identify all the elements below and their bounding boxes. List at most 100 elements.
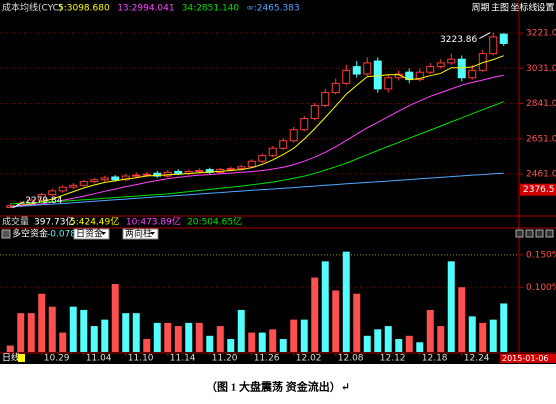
legend-entry: 34:2851.140 [182, 4, 240, 14]
candle-body [237, 166, 246, 170]
candle-body [447, 58, 456, 64]
y-tick-label: 3221.0 [526, 29, 556, 39]
help-icon[interactable] [1, 229, 11, 239]
dropdown[interactable] [73, 228, 110, 240]
y-tick-label: 2841.0 [526, 99, 556, 109]
bar [6, 345, 14, 352]
cursor-value-box [520, 183, 556, 196]
candle-body [352, 66, 361, 75]
panel-icon[interactable] [515, 229, 524, 238]
candle-body [331, 82, 340, 94]
moving-average-line [10, 172, 504, 208]
candle-body [121, 175, 130, 181]
candle-body [142, 173, 151, 176]
indicator-title: 多空资金 [12, 228, 48, 240]
bar [69, 306, 77, 352]
bar [132, 313, 140, 352]
bar [143, 339, 151, 352]
toolbar-button[interactable]: 主图 [491, 2, 509, 14]
x-tick-label: 11.26 [254, 354, 280, 364]
candle-body [247, 160, 256, 168]
panel-icon[interactable] [525, 229, 534, 238]
cursor-date-box [500, 354, 556, 363]
bar [321, 261, 329, 352]
dropdown-arrow[interactable] [101, 232, 106, 235]
candle-body [436, 62, 445, 68]
bar [311, 277, 319, 352]
cursor-value: 2376.5 [523, 185, 555, 195]
candle-body [111, 176, 120, 181]
bar [17, 313, 25, 352]
volume-value: 397.73亿 [34, 216, 75, 228]
toolbar-button[interactable]: 设置 [537, 3, 555, 14]
panel-icon[interactable] [545, 229, 554, 238]
annotation-line [479, 32, 491, 39]
volume-average: 20:504.65亿 [187, 216, 242, 228]
panel-icon[interactable] [535, 229, 544, 238]
bar [458, 287, 466, 352]
bar [153, 322, 161, 352]
dropdown-label[interactable]: 两向柱 [125, 228, 152, 240]
candle-body [300, 118, 309, 131]
bar [426, 309, 434, 352]
candle-body [268, 147, 277, 157]
bar [164, 322, 172, 352]
bar [300, 319, 308, 352]
x-tick-label: 12.18 [422, 354, 448, 364]
toolbar-button[interactable]: 坐标线 [510, 2, 537, 14]
chart-title: 成本均线(CYC) [2, 2, 62, 14]
low-annotation: 2279.84 [25, 196, 62, 206]
bar [437, 326, 445, 352]
bar [80, 309, 88, 352]
candle-body [174, 170, 183, 174]
moving-average-line [10, 74, 504, 208]
dropdown[interactable] [122, 228, 159, 240]
bar [479, 322, 487, 352]
period-box [0, 354, 24, 363]
bar [332, 290, 340, 352]
legend-entry: 13:2994.041 [117, 4, 174, 14]
dropdown-label[interactable]: 日资金 [76, 228, 103, 240]
candle-body [100, 177, 109, 181]
candle-body [489, 36, 498, 55]
volume-label: 成交量 [2, 216, 29, 228]
bar [395, 339, 403, 352]
bar [258, 332, 266, 352]
x-tick-label: 12.08 [338, 354, 364, 364]
period-icon[interactable] [18, 354, 25, 362]
bar [363, 335, 371, 352]
candle-body [426, 66, 435, 73]
bar [269, 329, 277, 352]
x-tick-label: 11.04 [86, 354, 112, 364]
candle-body [279, 140, 288, 149]
bar [489, 319, 497, 352]
candle-body [384, 77, 393, 90]
candle-body [457, 58, 466, 79]
toolbar-button[interactable]: 周期 [472, 3, 490, 14]
candle-body [342, 69, 351, 84]
bar [416, 342, 424, 352]
candle-body [69, 184, 78, 188]
annotation-line [13, 201, 25, 209]
dropdown-arrow[interactable] [150, 232, 155, 235]
moving-average-line [10, 55, 504, 208]
x-tick-label: 11.10 [128, 354, 154, 364]
x-tick-label: 12.02 [296, 354, 322, 364]
candle-body [37, 194, 46, 201]
legend-entry: 5:3098.680 [58, 4, 110, 14]
bar [185, 322, 193, 352]
bar [59, 332, 67, 352]
candle-body [289, 129, 298, 142]
candle-body [321, 92, 330, 107]
x-tick-label: 11.20 [212, 354, 238, 364]
candle-body [153, 172, 162, 177]
caption: （图 1 大盘震荡 资金流出）↵ [206, 380, 350, 394]
bar [174, 326, 182, 352]
legend-entry: ∞:2465.383 [246, 4, 299, 14]
bar [48, 306, 56, 352]
bar [195, 322, 203, 352]
candle-body [258, 155, 267, 162]
indicator-value: -0.078% [47, 230, 85, 240]
